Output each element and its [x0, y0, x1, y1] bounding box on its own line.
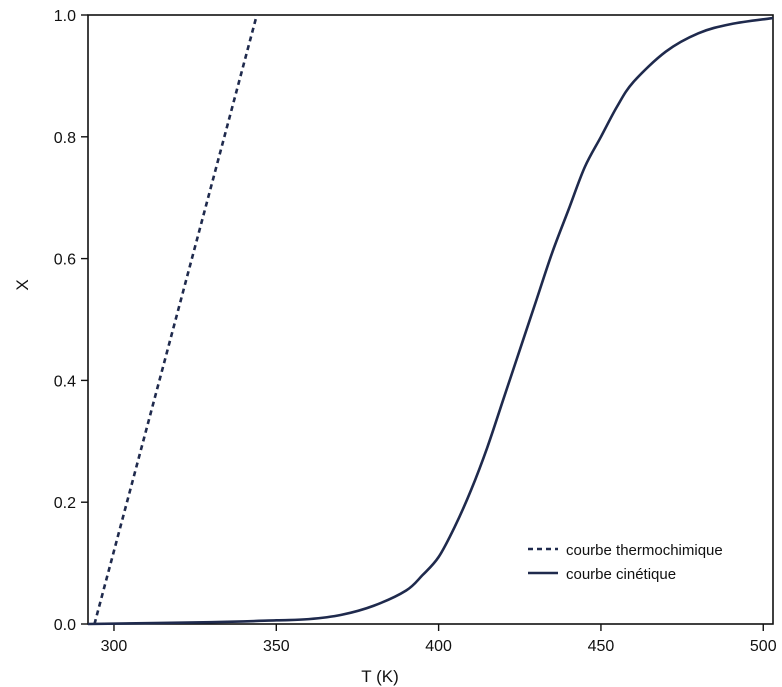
x-tick-label: 500: [750, 638, 777, 655]
plot-frame: [87, 14, 774, 625]
y-tick-label: 0.6: [54, 252, 76, 269]
y-tick-label: 1.0: [54, 8, 76, 25]
x-tick-label: 400: [425, 638, 452, 655]
series-line-cinetique: [87, 16, 774, 626]
legend: courbe thermochimique courbe cinétique: [528, 542, 723, 583]
x-tick-label: 300: [101, 638, 128, 655]
x-tick-label: 350: [263, 638, 290, 655]
series-line-thermochimique: [93, 14, 259, 625]
ticks-layer: 300 350 400 450 500 0.0 0.2 0.4 0.6 0.8 1.0: [54, 8, 777, 655]
legend-label-cinetique: courbe cinétique: [566, 566, 676, 583]
y-axis-label: X: [13, 279, 32, 290]
legend-label-thermochimique: courbe thermochimique: [566, 542, 723, 559]
series-layer: [87, 14, 774, 626]
x-tick-label: 450: [588, 638, 615, 655]
y-tick-label: 0.8: [54, 130, 76, 147]
y-tick-label: 0.4: [54, 373, 76, 390]
y-tick-label: 0.0: [54, 617, 76, 634]
x-axis-label: T (K): [361, 667, 398, 686]
y-tick-label: 0.2: [54, 495, 76, 512]
